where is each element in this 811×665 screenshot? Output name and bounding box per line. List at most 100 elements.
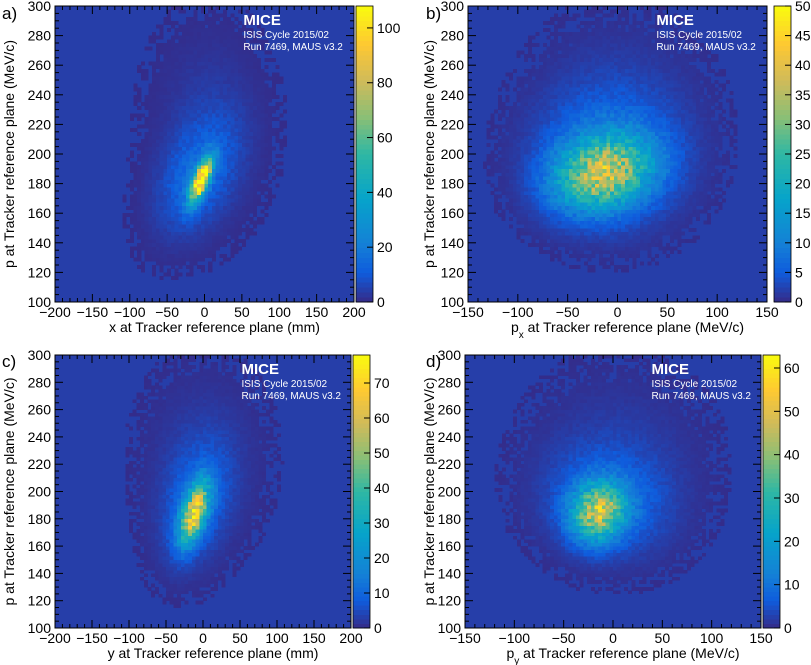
heatmap-bin xyxy=(639,146,644,151)
heatmap-bin xyxy=(178,202,183,207)
heatmap-bin xyxy=(167,102,172,107)
heatmap-bin xyxy=(524,187,529,192)
heatmap-bin xyxy=(595,209,600,214)
heatmap-bin xyxy=(204,43,209,47)
heatmap-bin xyxy=(211,191,217,195)
heatmap-bin xyxy=(651,43,656,47)
heatmap-bin xyxy=(208,224,213,229)
heatmap-bin xyxy=(178,54,183,59)
heatmap-bin xyxy=(509,120,514,125)
heatmap-bin xyxy=(535,72,540,77)
heatmap-bin xyxy=(163,172,168,177)
heatmap-bin xyxy=(152,113,157,118)
heatmap-bin xyxy=(197,117,202,121)
heatmap-bin xyxy=(628,139,633,144)
heatmap-bin xyxy=(651,239,656,244)
heatmap-bin xyxy=(185,228,190,232)
heatmap-bin xyxy=(624,68,630,73)
heatmap-bin xyxy=(215,157,220,162)
heatmap-bin xyxy=(234,94,239,99)
heatmap-bin xyxy=(613,135,618,140)
heatmap-bin xyxy=(193,235,198,240)
heatmap-bin xyxy=(260,72,265,77)
heatmap-bin xyxy=(598,117,603,121)
heatmap-bin xyxy=(193,246,198,251)
heatmap-bin xyxy=(144,120,149,125)
heatmap-bin xyxy=(617,246,622,251)
heatmap-bin xyxy=(539,209,544,214)
heatmap-bin xyxy=(245,105,250,110)
heatmap-bin xyxy=(591,205,596,210)
heatmap-bin xyxy=(163,205,168,210)
heatmap-bin xyxy=(178,150,183,155)
heatmap-bin xyxy=(595,76,600,81)
heatmap-bin xyxy=(230,128,235,133)
heatmap-bin xyxy=(572,91,577,96)
heatmap-bin xyxy=(561,242,566,247)
heatmap-bin xyxy=(576,253,581,258)
heatmap-bin xyxy=(647,131,652,136)
heatmap-bin xyxy=(531,80,536,84)
heatmap-bin xyxy=(208,213,213,218)
heatmap-bin xyxy=(568,46,573,51)
heatmap-bin xyxy=(520,191,525,195)
heatmap-bin xyxy=(174,146,179,151)
heatmap-bin xyxy=(219,28,224,33)
heatmap-bin xyxy=(580,109,585,114)
heatmap-bin xyxy=(144,213,149,218)
heatmap-bin xyxy=(152,109,157,114)
heatmap-bin xyxy=(580,98,585,103)
heatmap-bin xyxy=(617,242,622,247)
heatmap-bin xyxy=(140,205,145,210)
colorbar-segment xyxy=(356,247,373,254)
heatmap-bin xyxy=(256,39,261,44)
heatmap-bin xyxy=(606,165,611,170)
heatmap-bin xyxy=(497,187,502,192)
heatmap-bin xyxy=(211,154,217,158)
heatmap-bin xyxy=(170,117,175,121)
heatmap-bin xyxy=(527,135,532,140)
heatmap-bin xyxy=(557,68,562,73)
heatmap-bin xyxy=(587,220,592,225)
heatmap-bin xyxy=(163,257,168,262)
heatmap-bin xyxy=(561,142,566,147)
heatmap-bin xyxy=(208,161,213,166)
heatmap-bin xyxy=(260,102,265,107)
heatmap-bin xyxy=(167,239,172,244)
heatmap-bin xyxy=(163,183,168,188)
heatmap-bin xyxy=(155,124,160,129)
heatmap-bin xyxy=(651,72,656,77)
heatmap-bin xyxy=(610,65,615,70)
heatmap-bin xyxy=(249,61,254,66)
heatmap-bin xyxy=(624,253,630,258)
heatmap-bin xyxy=(211,205,217,210)
heatmap-bin xyxy=(557,213,562,218)
heatmap-bin xyxy=(636,157,641,162)
heatmap-bin xyxy=(260,98,265,103)
heatmap-bin xyxy=(572,246,577,251)
heatmap-bin xyxy=(565,213,570,218)
heatmap-bin xyxy=(182,198,187,203)
heatmap-bin xyxy=(624,83,630,88)
heatmap-bin xyxy=(200,154,205,158)
heatmap-bin xyxy=(200,161,205,166)
heatmap-bin xyxy=(174,276,179,281)
heatmap-bin xyxy=(639,120,644,125)
heatmap-bin xyxy=(226,150,231,155)
heatmap-bin xyxy=(219,46,224,51)
heatmap-bin xyxy=(497,98,502,103)
heatmap-bin xyxy=(208,43,213,47)
heatmap-bin xyxy=(137,154,142,158)
heatmap-bin xyxy=(580,117,585,121)
heatmap-bin xyxy=(155,150,160,155)
heatmap-bin xyxy=(617,80,622,84)
heatmap-bin xyxy=(613,268,618,273)
heatmap-bin xyxy=(215,128,220,133)
heatmap-bin xyxy=(546,98,551,103)
colorbar xyxy=(356,6,373,303)
heatmap-bin xyxy=(520,102,525,107)
heatmap-bin xyxy=(520,139,525,144)
heatmap-bin xyxy=(516,128,521,133)
heatmap-bin xyxy=(170,239,175,244)
heatmap-bin xyxy=(167,154,172,158)
